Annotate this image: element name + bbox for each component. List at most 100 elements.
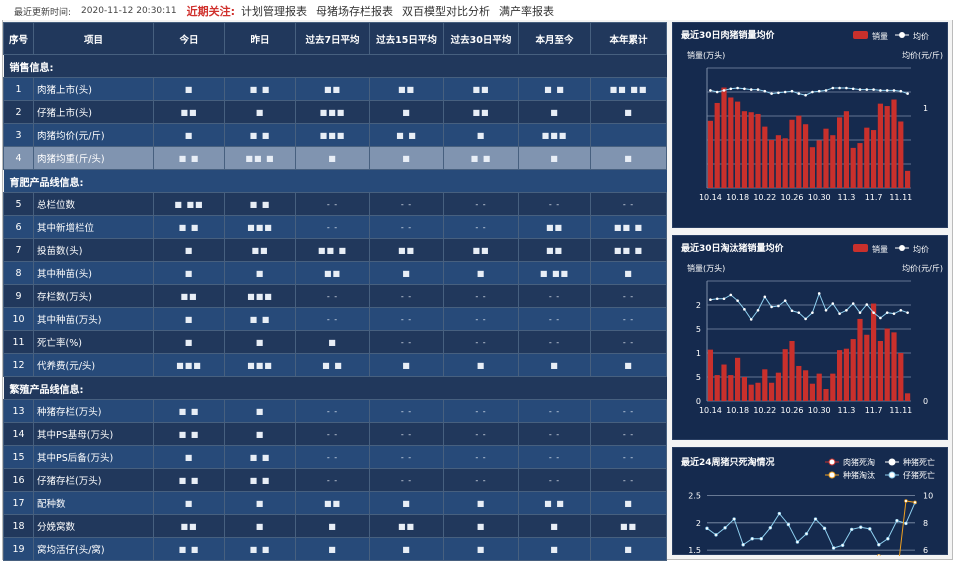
table-row[interactable]: 18 分娩窝数 ■■ ■ ■ ■■ ■ ■ ■■ xyxy=(3,514,667,538)
column-header: 序号 xyxy=(3,22,34,55)
table-row[interactable]: 17 配种数 ■ ■ ■■ ■ ■ ■ ■ ■ xyxy=(3,491,667,515)
row-value: - - xyxy=(369,330,444,354)
table-row[interactable]: 3 肉猪均价(元/斤) ■ ■ ■ ■■■ ■ ■ ■ ■■■ xyxy=(3,123,667,147)
table-row[interactable]: 2 仔猪上市(头) ■■ ■ ■■■ ■ ■■ ■ ■ xyxy=(3,100,667,124)
link-full-production-report[interactable]: 满产率报表 xyxy=(499,5,555,18)
price-point xyxy=(851,87,855,91)
price-point xyxy=(824,308,828,312)
legend-marker xyxy=(899,32,905,38)
link-model-comparison[interactable]: 双百模型对比分析 xyxy=(402,5,491,18)
row-value: ■ xyxy=(369,353,444,377)
row-value: ■ xyxy=(369,491,444,515)
bar xyxy=(905,170,911,188)
bar xyxy=(748,384,754,401)
price-point xyxy=(770,92,773,95)
row-value: ■ ■ xyxy=(153,422,225,446)
bar xyxy=(769,382,775,401)
bar xyxy=(782,349,788,401)
row-value: ■■■ xyxy=(518,123,591,147)
y-tick-label: 1 xyxy=(923,104,928,113)
price-point xyxy=(790,89,794,93)
update-label: 最近更新时间: xyxy=(14,7,72,18)
table-row[interactable]: 8 其中种苗(头) ■ ■ ■■ ■ ■ ■ ■■ ■ xyxy=(3,261,667,285)
row-value: ■■ xyxy=(295,261,370,285)
series-point xyxy=(714,533,718,537)
bar xyxy=(864,127,870,188)
y-tick-label: 2.5 xyxy=(688,492,701,501)
row-value: ■ ■ xyxy=(153,399,225,423)
bar xyxy=(755,113,761,188)
row-value: ■ xyxy=(153,123,225,147)
row-value: - - xyxy=(443,284,519,308)
row-value: ■ ■ xyxy=(224,468,296,492)
link-plan-report[interactable]: 计划管理报表 xyxy=(241,5,308,18)
bar xyxy=(891,332,897,401)
x-tick-label: 11.7 xyxy=(865,193,883,202)
table-row[interactable]: 1 肉猪上市(头) ■ ■ ■ ■■ ■■ ■■ ■ ■ ■■ ■■ xyxy=(3,77,667,101)
table-row[interactable]: 19 窝均活仔(头/窝) ■ ■ ■ ■ ■ ■ ■ ■ ■ xyxy=(3,537,667,561)
row-item: 总栏位数 xyxy=(33,192,154,216)
row-value: ■ xyxy=(518,537,591,561)
x-tick-label: 10.18 xyxy=(726,193,749,202)
row-item: 其中PS基母(万头) xyxy=(33,422,154,446)
bar xyxy=(809,147,815,188)
row-value: ■ xyxy=(295,537,370,561)
series-point xyxy=(913,500,917,505)
price-point xyxy=(722,297,726,301)
bar xyxy=(769,140,775,188)
price-point xyxy=(885,311,889,314)
table-row[interactable]: 16 仔猪存栏(万头) ■ ■ ■ ■ - -- -- -- -- - xyxy=(3,468,667,492)
row-item: 其中PS后备(万头) xyxy=(33,445,154,469)
table-row[interactable]: 10 其中种苗(万头) ■ ■ ■ - -- -- -- -- - xyxy=(3,307,667,331)
bar xyxy=(837,350,843,401)
table-row[interactable]: 12 代养费(元/头) ■■■ ■■■ ■ ■ ■ ■ ■ ■ xyxy=(3,353,667,377)
row-value: ■ xyxy=(443,353,519,377)
y-axis-left-label: 销量(万头) xyxy=(687,50,725,60)
legend-marker xyxy=(828,471,836,479)
row-number: 12 xyxy=(3,353,34,377)
row-value: ■ xyxy=(224,422,296,446)
row-value: - - xyxy=(369,284,444,308)
row-value: - - xyxy=(369,422,444,446)
bar xyxy=(728,97,734,188)
x-tick-label: 10.30 xyxy=(808,406,831,415)
row-value: - - xyxy=(443,192,519,216)
row-value: ■ ■ xyxy=(224,307,296,331)
link-sow-inventory-report[interactable]: 母猪场存栏报表 xyxy=(316,5,394,18)
row-value: ■ ■ xyxy=(369,123,444,147)
row-value: - - xyxy=(590,284,667,308)
price-point xyxy=(749,88,753,91)
row-value: - - xyxy=(518,468,591,492)
price-point xyxy=(722,89,726,92)
row-value: ■■ xyxy=(443,77,519,101)
table-row[interactable]: 15 其中PS后备(万头) ■ ■ ■ - -- -- -- -- - xyxy=(3,445,667,469)
row-value: ■ xyxy=(518,146,591,170)
table-row[interactable]: 4 肉猪均重(斤/头) ■ ■ ■■ ■ ■ ■ ■ ■ ■ ■ xyxy=(3,146,667,170)
legend-marker xyxy=(899,245,905,251)
price-line xyxy=(710,292,908,321)
table-row[interactable]: 5 总栏位数 ■ ■■ ■ ■ - -- -- -- -- - xyxy=(3,192,667,216)
price-point xyxy=(831,302,835,305)
series-point xyxy=(868,527,872,531)
row-value: - - xyxy=(443,445,519,469)
row-value: - - xyxy=(443,307,519,331)
price-point xyxy=(777,91,780,95)
row-number: 14 xyxy=(3,422,34,446)
table-row[interactable]: 13 种猪存栏(万头) ■ ■ ■ - -- -- -- -- - xyxy=(3,399,667,423)
price-point xyxy=(845,86,848,90)
row-value: ■ xyxy=(518,100,591,124)
row-number: 18 xyxy=(3,514,34,538)
row-item: 投苗数(头) xyxy=(33,238,154,262)
price-point xyxy=(879,89,882,92)
table-row[interactable]: 6 其中新增栏位 ■ ■ ■■■ - -- -- - ■■ ■■ ■ xyxy=(3,215,667,239)
table-row[interactable]: 14 其中PS基母(万头) ■ ■ ■ - -- -- -- -- - xyxy=(3,422,667,446)
chart-panel-hog-sales: 最近30日肉猪销量均价 销量 均价 销量(万头) 均价(元/斤) 1 10.14 10.18 1… xyxy=(672,22,948,228)
row-number: 3 xyxy=(3,123,34,147)
table-row[interactable]: 11 死亡率(%) ■ ■ ■ - -- -- -- - xyxy=(3,330,667,354)
report-table: 序号 项目 今日 昨日 过去7日平均 过去15日平均 过去30日平均 本月至今 本年累计 销售信… xyxy=(3,22,667,561)
table-row[interactable]: 9 存栏数(万头) ■■ ■■■ - -- -- -- -- - xyxy=(3,284,667,308)
table-row[interactable]: 7 投苗数(头) ■ ■■ ■■ ■ ■■ ■■ ■■ ■■ ■ xyxy=(3,238,667,262)
bar xyxy=(877,103,883,188)
row-value: ■■ xyxy=(153,284,225,308)
series-point xyxy=(840,543,845,547)
